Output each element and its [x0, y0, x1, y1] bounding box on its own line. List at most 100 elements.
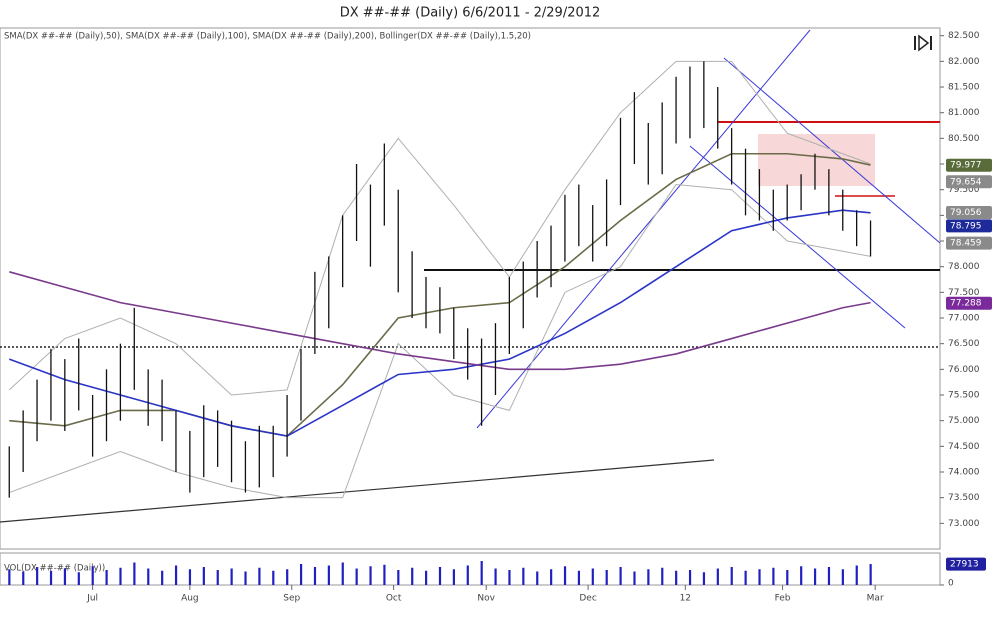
volume-bar	[77, 572, 80, 585]
volume-bar	[425, 570, 428, 585]
volume-panel	[0, 552, 941, 586]
volume-bar	[508, 570, 511, 585]
volume-bar	[147, 568, 150, 585]
volume-bar	[744, 570, 747, 585]
volume-bar	[452, 569, 455, 585]
volume-bar	[494, 568, 497, 585]
volume-bar	[216, 570, 219, 585]
volume-label: VOL(DX ##-## (Daily))	[4, 564, 105, 574]
volume-bar	[577, 570, 581, 585]
volume-bar	[161, 570, 164, 585]
volume-bar	[258, 567, 261, 585]
volume-bar	[397, 570, 400, 585]
volume-bar	[466, 565, 469, 585]
volume-bar	[550, 569, 553, 585]
x-tick-label: Nov	[477, 594, 495, 604]
x-tick-label: 12	[680, 594, 691, 604]
volume-last-label: 27913	[950, 560, 979, 570]
volume-bar	[438, 567, 442, 585]
volume-bar	[716, 568, 719, 585]
volume-bar	[591, 568, 594, 585]
price-label: 77.288	[950, 299, 982, 309]
volume-bar	[758, 569, 761, 585]
volume-bar	[119, 567, 122, 585]
volume-bar	[522, 567, 525, 585]
price-label-box	[946, 205, 992, 219]
logo	[914, 34, 932, 52]
volume-bar	[647, 569, 650, 585]
x-tick-label: Sep	[283, 594, 300, 604]
y-tick-label: 82.000	[948, 57, 980, 67]
y-tick-label: 79.500	[948, 185, 980, 195]
volume-bar	[675, 570, 678, 585]
indicator-line	[8, 60, 871, 396]
price-label-box	[946, 236, 992, 250]
volume-bar	[286, 569, 289, 585]
y-tick-label: 81.500	[948, 83, 980, 93]
volume-bar	[133, 562, 136, 585]
legend-text: SMA(DX ##-## (Daily),50), SMA(DX ##-## (…	[4, 32, 531, 42]
volume-bar	[36, 567, 39, 585]
y-tick-label: 75.000	[948, 416, 980, 426]
volume-label-box	[946, 557, 986, 571]
y-tick-label: 77.500	[948, 288, 980, 298]
y-tick-label: 80.500	[948, 134, 980, 144]
highlight-zone	[758, 134, 875, 186]
price-label-box	[946, 175, 992, 189]
volume-bar	[22, 571, 25, 585]
price-label-box	[946, 158, 992, 172]
volume-bar	[813, 568, 817, 585]
volume-bar	[786, 570, 789, 585]
x-tick-label: Feb	[775, 594, 791, 604]
volume-bar	[8, 569, 11, 585]
volume-bar	[841, 569, 844, 585]
volume-bar	[174, 565, 178, 585]
volume-bar	[369, 566, 372, 585]
price-label: 79.654	[950, 177, 982, 187]
volume-bar	[244, 571, 247, 585]
volume-bar	[327, 565, 330, 585]
volume-bar	[63, 568, 67, 585]
x-tick-label: Oct	[386, 594, 402, 604]
volume-bar	[633, 571, 636, 585]
volume-bar	[800, 566, 803, 585]
x-tick-label: Dec	[579, 594, 596, 604]
x-tick-label: Mar	[867, 594, 884, 604]
volume-bar	[480, 561, 483, 585]
price-panel	[0, 27, 941, 550]
volume-bar	[619, 567, 622, 585]
volume-bar	[772, 567, 775, 585]
indicator-line	[8, 209, 871, 437]
trend-line	[0, 459, 715, 523]
y-tick-label: 82.500	[948, 31, 980, 41]
volume-bar	[702, 572, 706, 585]
volume-bar	[188, 569, 192, 585]
y-tick-label: 74.000	[948, 468, 980, 478]
volume-bar	[202, 567, 205, 585]
volume-bar	[341, 562, 344, 585]
volume-bar	[688, 570, 692, 585]
volume-bar	[272, 570, 275, 585]
volume-bar	[299, 564, 303, 585]
volume-bar	[355, 568, 358, 585]
price-label: 78.459	[950, 239, 982, 249]
y-tick-label: 74.500	[948, 442, 980, 452]
volume-bar	[869, 564, 872, 585]
volume-bar	[411, 567, 414, 585]
channel-line	[689, 145, 906, 329]
price-label: 79.056	[950, 208, 982, 218]
volume-bar	[563, 566, 567, 585]
volume-bar	[91, 566, 94, 585]
volume-bar	[49, 570, 53, 585]
y-tick-label: 73.500	[948, 493, 980, 503]
volume-tick-label: 0	[948, 579, 954, 589]
volume-bar	[730, 567, 733, 585]
x-tick-label: Jul	[86, 594, 98, 604]
y-tick-label: 75.500	[948, 391, 980, 401]
y-tick-label: 76.000	[948, 365, 980, 375]
y-tick-label: 77.000	[948, 314, 980, 324]
price-label: 79.977	[950, 161, 982, 171]
volume-bar	[605, 570, 608, 585]
y-tick-label: 73.000	[948, 519, 980, 529]
channel-line	[723, 57, 941, 244]
